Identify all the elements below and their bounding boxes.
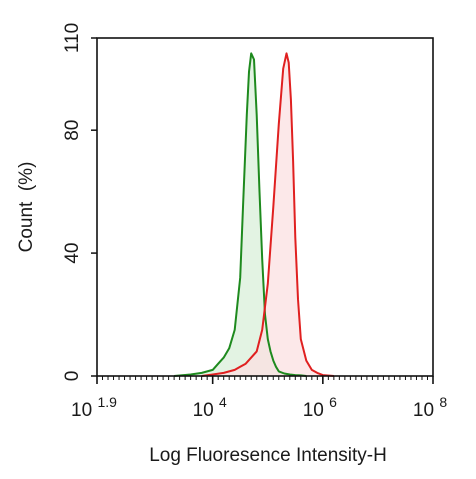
x-tick-label: 10 4 xyxy=(193,394,227,421)
y-tick-label: 0 xyxy=(62,371,83,382)
series-1-line xyxy=(174,52,307,377)
y-tick-label: 110 xyxy=(62,23,83,53)
x-tick-label: 10 6 xyxy=(303,394,337,421)
x-tick-label: 10 1.9 xyxy=(71,394,117,421)
axis-ticks: 0 40 80 110 10 1.9 10 4 10 6 10 8 xyxy=(62,23,447,421)
x-tick-label: 10 8 xyxy=(413,394,447,421)
plot-area xyxy=(174,52,334,377)
x-axis-label: Log Fluoresence Intensity-H xyxy=(149,445,387,466)
y-axis-label: Count (%) xyxy=(16,162,37,253)
y-tick-label: 40 xyxy=(62,243,83,264)
series-2-fill xyxy=(201,53,334,377)
y-tick-label: 80 xyxy=(62,120,83,141)
series-2-line xyxy=(201,52,334,377)
plot-frame xyxy=(96,37,434,377)
series-1-fill xyxy=(174,53,307,377)
